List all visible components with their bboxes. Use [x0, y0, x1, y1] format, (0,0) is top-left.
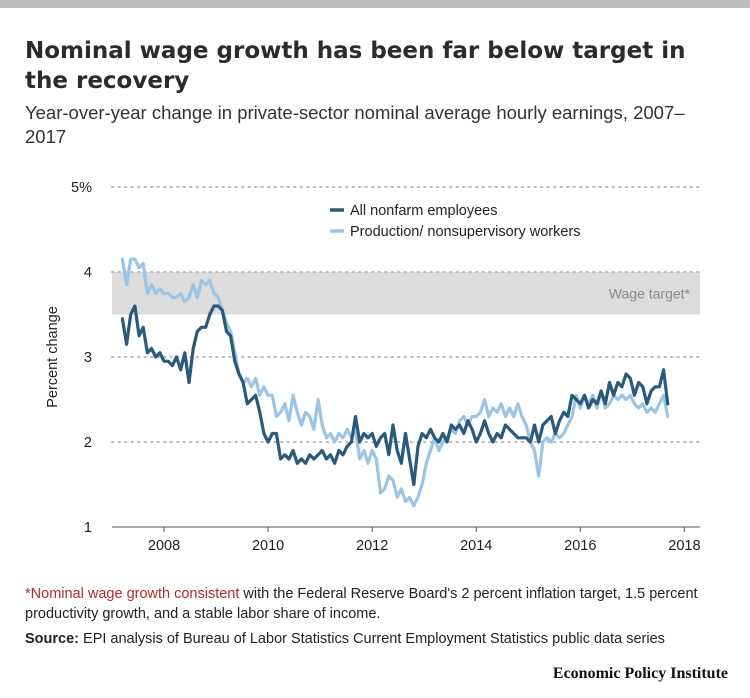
x-tick-label: 2010	[252, 538, 284, 554]
legend: All nonfarm employees Production/ nonsup…	[330, 203, 581, 240]
footnote-text: with the Federal Reserve Board's 2 perce…	[25, 586, 698, 622]
brand-logo-text: Economic Policy Institute	[552, 665, 728, 682]
top-accent-bar	[0, 0, 750, 8]
wage-target-label: Wage target*	[609, 285, 691, 301]
legend-label-nonfarm: All nonfarm employees	[350, 203, 498, 219]
x-axis-ticks: 2008 2010 2012 2014 2016 2018	[148, 527, 701, 554]
footnote-highlight: Nominal wage growth consistent	[30, 586, 240, 602]
source-label: Source:	[25, 631, 79, 647]
footnote: *Nominal wage growth consistent with the…	[25, 584, 735, 624]
series-lines	[120, 257, 670, 508]
series-line-production	[120, 257, 670, 508]
y-tick-label: 4	[84, 265, 92, 281]
legend-item-nonfarm: All nonfarm employees	[330, 203, 498, 219]
chart-subtitle: Year-over-year change in private-sector …	[25, 102, 685, 147]
x-tick-label: 2014	[460, 538, 492, 554]
chart-title: Nominal wage growth has been far below t…	[25, 38, 686, 94]
y-tick-label: 2	[84, 435, 92, 451]
gridlines	[111, 186, 701, 443]
source-text: EPI analysis of Bureau of Labor Statisti…	[79, 631, 665, 647]
x-tick-label: 2016	[564, 538, 596, 554]
footnote-asterisk: *	[25, 586, 31, 602]
y-axis-tick-labels: 1 2 3 4 5%	[71, 180, 92, 536]
x-tick-label: 2018	[668, 538, 700, 554]
legend-label-production: Production/ nonsupervisory workers	[350, 224, 581, 240]
source-note: Source: EPI analysis of Bureau of Labor …	[25, 629, 735, 649]
y-tick-label: 1	[84, 520, 92, 536]
legend-item-production: Production/ nonsupervisory workers	[330, 224, 581, 240]
x-tick-label: 2012	[356, 538, 388, 554]
y-tick-label: 5%	[71, 180, 92, 196]
line-chart: Wage target* 1 2 3 4 5% 2008 2010 2012 2014 2016…	[45, 180, 701, 554]
x-tick-label: 2008	[148, 538, 180, 554]
y-tick-label: 3	[84, 350, 92, 366]
series-line-nonfarm	[120, 304, 670, 487]
y-axis-label: Percent change	[45, 306, 61, 408]
